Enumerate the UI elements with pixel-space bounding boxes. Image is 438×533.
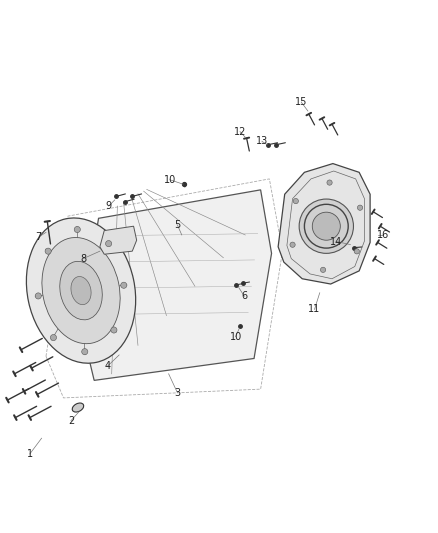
Ellipse shape: [26, 218, 136, 363]
Circle shape: [121, 282, 127, 288]
Text: 14: 14: [330, 237, 343, 247]
Circle shape: [35, 293, 41, 299]
Circle shape: [354, 249, 360, 254]
Circle shape: [290, 242, 295, 247]
Text: 16: 16: [377, 230, 389, 240]
Circle shape: [82, 349, 88, 355]
Text: 15: 15: [295, 97, 307, 107]
Circle shape: [299, 199, 353, 253]
Polygon shape: [100, 226, 137, 254]
Circle shape: [293, 198, 298, 204]
Text: 5: 5: [174, 220, 180, 230]
Text: 13: 13: [256, 136, 268, 146]
Text: 4: 4: [104, 361, 110, 372]
Ellipse shape: [72, 403, 84, 412]
Circle shape: [74, 227, 80, 232]
Circle shape: [45, 248, 51, 254]
Circle shape: [357, 205, 363, 211]
Circle shape: [321, 267, 326, 272]
Ellipse shape: [60, 261, 102, 320]
Polygon shape: [81, 190, 272, 381]
Text: 1: 1: [27, 449, 33, 459]
Ellipse shape: [42, 238, 120, 344]
Circle shape: [106, 240, 112, 247]
Text: 7: 7: [35, 232, 42, 242]
Circle shape: [50, 335, 57, 341]
Text: 2: 2: [68, 416, 74, 426]
Text: 8: 8: [80, 254, 86, 264]
Ellipse shape: [71, 277, 91, 305]
Text: 3: 3: [174, 387, 180, 398]
Text: 10: 10: [230, 332, 242, 342]
Circle shape: [327, 180, 332, 185]
Circle shape: [312, 212, 340, 240]
Text: 9: 9: [106, 201, 112, 211]
Text: 10: 10: [164, 175, 176, 185]
Text: 11: 11: [308, 304, 321, 314]
Text: 12: 12: [234, 127, 246, 136]
Polygon shape: [278, 164, 370, 284]
Text: 6: 6: [241, 291, 247, 301]
Circle shape: [111, 327, 117, 333]
